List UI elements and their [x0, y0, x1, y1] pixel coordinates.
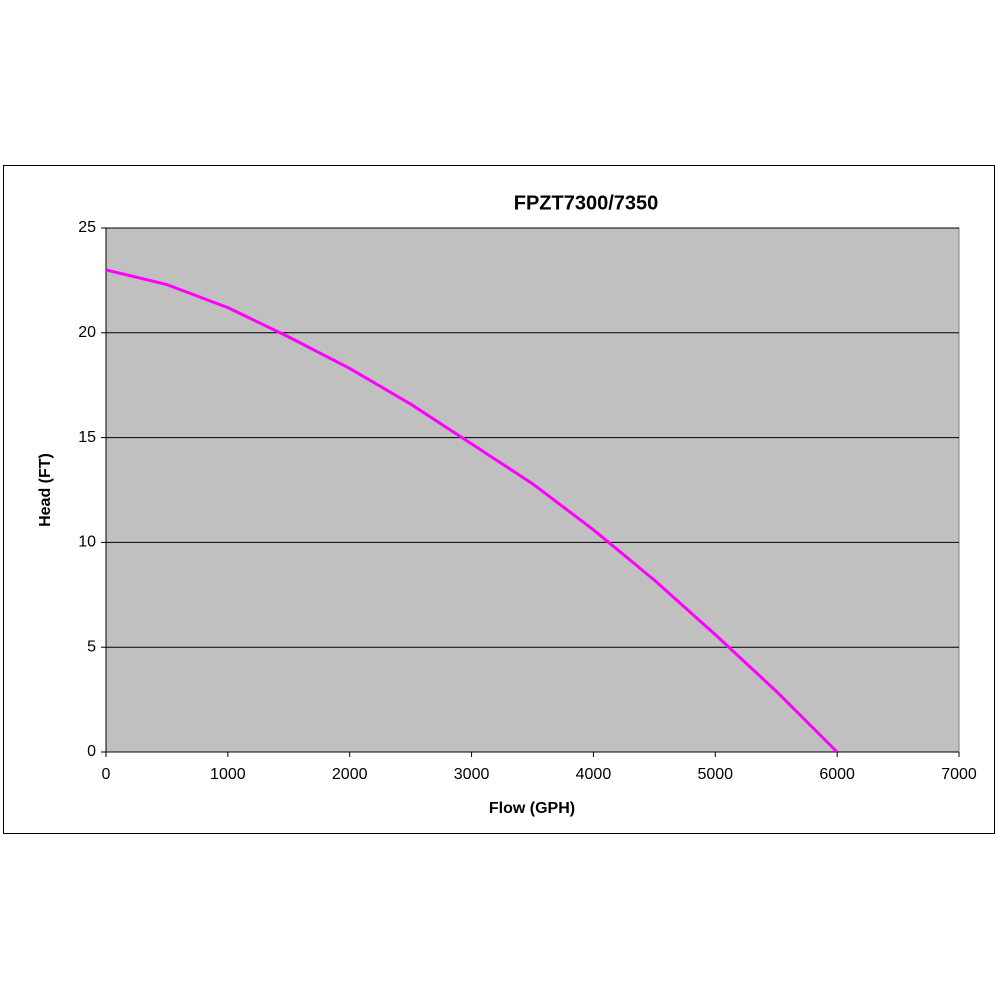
x-tick-label: 6000 — [819, 766, 855, 783]
x-axis-label: Flow (GPH) — [489, 800, 575, 817]
y-tick-label: 5 — [87, 638, 96, 655]
x-tick-label: 4000 — [576, 766, 612, 783]
x-tick-label: 3000 — [454, 766, 490, 783]
data-line — [105, 268, 839, 754]
x-tick-label: 1000 — [210, 766, 246, 783]
x-tick-label: 5000 — [697, 766, 733, 783]
plot-area — [105, 227, 960, 753]
y-tick-label: 0 — [87, 743, 96, 760]
y-tick-label: 10 — [78, 534, 96, 551]
x-tick-label: 0 — [102, 766, 111, 783]
y-tick-label: 15 — [78, 429, 96, 446]
x-tick-label: 7000 — [941, 766, 977, 783]
y-tick-label: 20 — [78, 324, 96, 341]
x-tick-label: 2000 — [332, 766, 368, 783]
y-axis-label: Head (FT) — [37, 453, 54, 527]
chart-title: FPZT7300/7350 — [514, 192, 659, 214]
y-tick-label: 25 — [78, 219, 96, 236]
